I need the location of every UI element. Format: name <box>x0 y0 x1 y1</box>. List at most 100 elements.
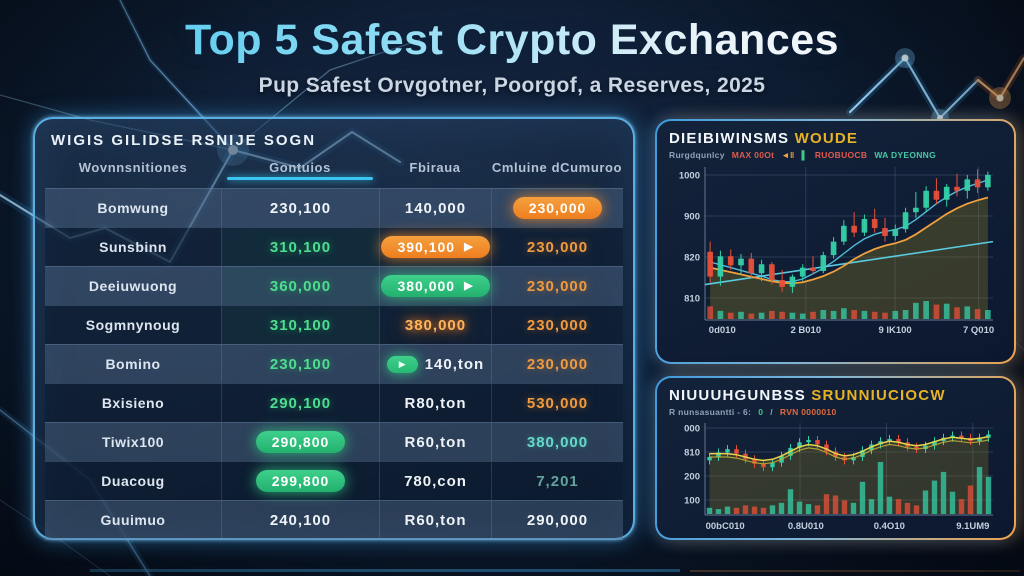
x-axis-tick: 2 B010 <box>790 325 821 336</box>
value-text: 140,ton <box>424 355 485 373</box>
table-row[interactable]: Deeiuwuong 360,000 380,000 ▶ 230,000 <box>45 266 623 305</box>
value-text: R60,ton <box>404 511 467 529</box>
y-axis-tick: 900 <box>684 212 700 223</box>
value-cell: 240,100 <box>221 501 379 539</box>
exchange-name: Bxisieno <box>101 395 165 411</box>
value-text: 530,000 <box>526 394 589 412</box>
value-text: 230,100 <box>269 355 332 373</box>
column-header-exchanges[interactable]: Wovnnsnitiones <box>78 159 188 175</box>
legend-item: / <box>770 407 773 417</box>
y-axis-tick: 810 <box>684 448 700 459</box>
value-text: 380,000 <box>526 433 589 451</box>
x-axis-tick: 7 Q010 <box>963 325 994 336</box>
column-header-volume[interactable]: Cmluine dCumuroo <box>491 159 623 175</box>
value-pill: 390,100 ▶ <box>381 236 490 258</box>
value-text: 360,000 <box>269 277 332 295</box>
value-cell: 7,201 <box>491 462 623 500</box>
table-row[interactable]: Sunsbinn 310,100 390,100 ▶ 230,000 <box>45 227 623 266</box>
chart2-title: NIUUUHGUNBSS SRUNNIUCIOCW <box>669 387 946 404</box>
volume-candlestick-chart: 000 810 200 100 00bC010 0.8U010 0.4O10 9.1UM9 <box>684 423 993 532</box>
x-axis-tick: 9.1UM9 <box>956 521 989 532</box>
exchange-name-cell: Guuimuo <box>45 501 221 539</box>
y-axis-tick: 820 <box>684 253 700 264</box>
value-text: 7,201 <box>536 472 579 490</box>
value-cell: R60,ton <box>379 423 491 461</box>
value-cell: 290,800 <box>221 423 379 461</box>
table-row[interactable]: Bomino 230,100 ▶ 140,ton 230,000 <box>45 344 623 383</box>
value-cell: 230,000 <box>491 345 623 383</box>
value-cell: 290,100 <box>221 384 379 422</box>
table-row[interactable]: Duacoug 299,800 780,con 7,201 <box>45 461 623 500</box>
y-axis-tick: 810 <box>684 294 700 305</box>
value-text: R60,ton <box>404 433 467 451</box>
legend-item: RVN 0000010 <box>779 407 837 417</box>
table-row[interactable]: Tiwix100 290,800 R60,ton 380,000 <box>45 422 623 461</box>
exchange-name-cell: Sunsbinn <box>45 228 221 266</box>
x-axis-tick: 00bC010 <box>706 521 745 532</box>
exchange-name-cell: Bomwung <box>45 189 221 227</box>
value-cell: 310,100 <box>221 306 379 344</box>
exchange-name: Sogmnynoug <box>85 317 181 333</box>
legend-item: R nunsasuantti - 6: <box>669 407 752 417</box>
legend-item: WA DYEONNG <box>874 150 937 160</box>
value-cell: ▶ 140,ton <box>379 345 491 383</box>
legend-item: Rurgdqunlcy <box>669 150 725 160</box>
value-text: 230,000 <box>526 355 589 373</box>
value-cell: 380,000 <box>491 423 623 461</box>
y-axis-tick: 1000 <box>679 171 700 182</box>
table-row[interactable]: Bxisieno 290,100 R80,ton 530,000 <box>45 383 623 422</box>
value-cell: 390,100 ▶ <box>379 228 491 266</box>
chart1-title-gold: WOUDE <box>794 130 859 147</box>
chart2-legend: R nunsasuantti - 6: 0 / RVN 0000010 <box>669 407 1002 417</box>
value-cell: 230,000 <box>491 228 623 266</box>
column-header-fees[interactable]: Fbiraua <box>409 159 461 175</box>
exchange-name: Tiwix100 <box>101 434 165 450</box>
value-pill: 290,800 <box>255 431 346 453</box>
table-row[interactable]: Sogmnynoug 310,100 380,000 230,000 <box>45 305 623 344</box>
value-text: 310,100 <box>269 238 332 256</box>
value-cell: 380,000 <box>379 306 491 344</box>
arrow-right-icon: ▶ <box>464 279 474 292</box>
value-cell: R60,ton <box>379 501 491 539</box>
exchange-name-cell: Bomino <box>45 345 221 383</box>
y-axis-tick: 000 <box>684 424 700 435</box>
column-header-controls[interactable]: Gontuios <box>221 160 379 180</box>
exchange-name: Deeiuwuong <box>88 278 178 294</box>
table-header-row: Wovnnsnitiones Gontuios Fbiraua Cmluine … <box>35 154 633 180</box>
value-cell: 530,000 <box>491 384 623 422</box>
value-cell: 230,000 <box>491 189 623 227</box>
table-body: Bomwung 230,100 140,000 230,000 Sunsbinn 310,… <box>45 188 623 540</box>
value-cell: 230,000 <box>491 267 623 305</box>
value-cell: 380,000 ▶ <box>379 267 491 305</box>
value-text: 290,000 <box>526 511 589 529</box>
value-cell: 230,100 <box>221 189 379 227</box>
value-text: 140,000 <box>404 199 467 217</box>
legend-item: ▌ <box>801 150 808 160</box>
legend-item: MAX 00Ot <box>731 150 775 160</box>
value-cell: 290,000 <box>491 501 623 539</box>
x-axis-tick: 0.8U010 <box>788 521 824 532</box>
exchange-name: Bomwung <box>97 200 169 216</box>
arrow-right-icon: ▶ <box>464 240 474 253</box>
candlestick-chart-panel: DIEIBIWINSMS WOUDE Rurgdqunlcy MAX 00Ot ◄‖… <box>655 119 1016 364</box>
value-text: 230,000 <box>526 277 589 295</box>
value-text: 230,000 <box>526 316 589 334</box>
chart1-title: DIEIBIWINSMS WOUDE <box>669 130 859 147</box>
legend-item: ◄‖ <box>781 150 795 160</box>
value-text: 240,100 <box>269 511 332 529</box>
value-cell: R80,ton <box>379 384 491 422</box>
y-axis-tick: 100 <box>684 496 700 507</box>
chart1-legend: Rurgdqunlcy MAX 00Ot ◄‖ ▌ RUOBUOCB WA DYEONNG <box>669 150 1002 160</box>
value-text: R80,ton <box>404 394 467 412</box>
value-cell: 360,000 <box>221 267 379 305</box>
value-cell: 299,800 <box>221 462 379 500</box>
exchange-name: Bomino <box>105 356 161 372</box>
value-cell: 140,000 <box>379 189 491 227</box>
table-row[interactable]: Bomwung 230,100 140,000 230,000 <box>45 188 623 227</box>
table-row[interactable]: Guuimuo 240,100 R60,ton 290,000 <box>45 500 623 540</box>
x-axis-tick: 9 lK100 <box>878 325 911 336</box>
legend-item: RUOBUOCB <box>814 150 868 160</box>
exchange-name-cell: Bxisieno <box>45 384 221 422</box>
x-axis-tick: 0d010 <box>709 325 736 336</box>
